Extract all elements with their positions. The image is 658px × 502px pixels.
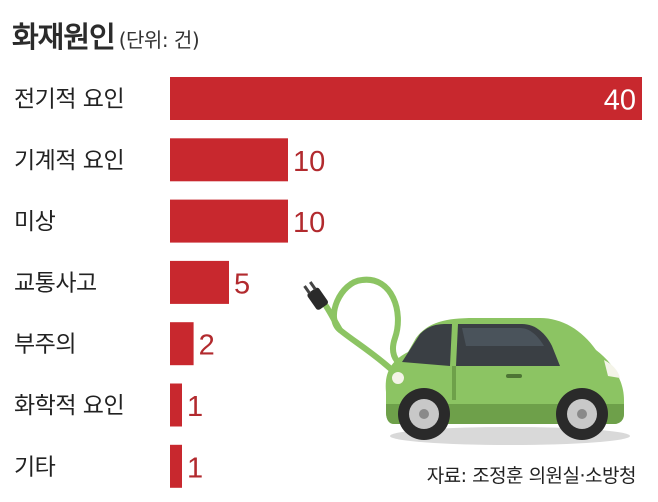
value-label: 5 <box>234 268 250 300</box>
category-label: 교통사고 <box>14 270 97 296</box>
source-note: 자료: 조정훈 의원실·소방청 <box>426 465 637 487</box>
bar <box>170 77 642 120</box>
category-label: 기계적 요인 <box>14 148 124 174</box>
category-label: 화학적 요인 <box>14 393 124 419</box>
value-label: 1 <box>187 391 203 423</box>
electric-car-with-plug-icon <box>303 276 630 445</box>
bar <box>170 444 182 488</box>
bar <box>170 383 182 427</box>
category-label: 전기적 요인 <box>14 87 124 113</box>
category-label: 미상 <box>14 209 56 235</box>
value-label: 2 <box>199 330 215 362</box>
unit-label: (단위: 건) <box>118 28 200 52</box>
bar <box>170 199 288 243</box>
value-label: 10 <box>293 207 325 239</box>
value-label: 1 <box>187 452 203 484</box>
category-label: 기타 <box>14 454 56 480</box>
value-label: 40 <box>604 85 636 117</box>
bar <box>170 322 194 366</box>
chart-title: 화재원인 <box>12 20 116 54</box>
title-row: 화재원인 (단위: 건) <box>12 14 200 58</box>
bar <box>170 260 229 304</box>
value-label: 10 <box>293 146 325 178</box>
category-label: 부주의 <box>14 332 76 358</box>
bar <box>170 138 288 182</box>
